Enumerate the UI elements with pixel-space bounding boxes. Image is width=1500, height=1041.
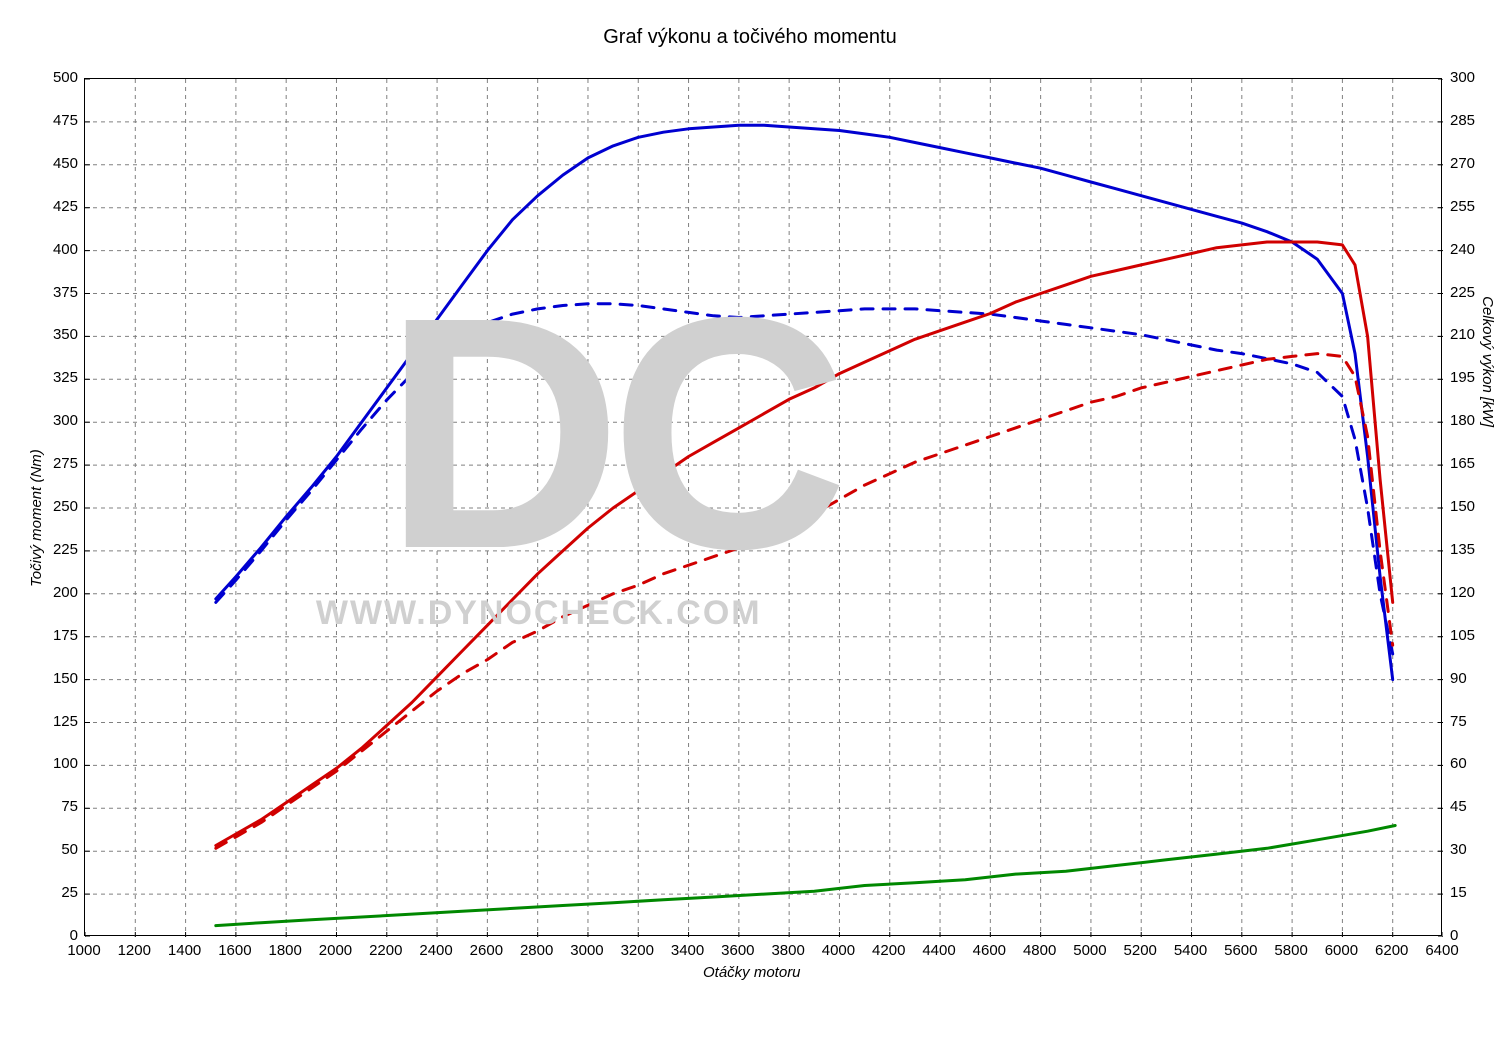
y-left-tick-label: 400	[53, 241, 78, 258]
x-tick-label: 2000	[319, 942, 352, 959]
x-tick-label: 1000	[67, 942, 100, 959]
x-tick-label: 2200	[369, 942, 402, 959]
x-tick-label: 6400	[1425, 942, 1458, 959]
x-tick-label: 1800	[268, 942, 301, 959]
y-left-tick-label: 200	[53, 584, 78, 601]
y-left-tick-label: 150	[53, 670, 78, 687]
series-torque_tuned	[216, 125, 1393, 679]
y-right-tick-label: 105	[1450, 627, 1475, 644]
y-left-tick-label: 375	[53, 284, 78, 301]
chart-container: Graf výkonu a točivého momentu DC WWW.DY…	[0, 0, 1500, 1041]
y-left-tick-label: 75	[61, 798, 78, 815]
x-tick-label: 3200	[621, 942, 654, 959]
x-tick-label: 6200	[1375, 942, 1408, 959]
y-left-tick-label: 25	[61, 884, 78, 901]
y-right-tick-label: 300	[1450, 69, 1475, 86]
x-tick-label: 5000	[1073, 942, 1106, 959]
x-tick-label: 2600	[470, 942, 503, 959]
x-tick-label: 4600	[973, 942, 1006, 959]
series-torque_stock	[216, 304, 1393, 654]
x-tick-label: 5600	[1224, 942, 1257, 959]
x-axis-label: Otáčky motoru	[703, 964, 801, 981]
x-tick-label: 3000	[570, 942, 603, 959]
x-tick-label: 2400	[419, 942, 452, 959]
y-left-tick-label: 175	[53, 627, 78, 644]
chart-title: Graf výkonu a točivého momentu	[0, 26, 1500, 49]
y-left-tick-label: 325	[53, 369, 78, 386]
series-power_tuned	[216, 242, 1393, 846]
y-right-tick-label: 210	[1450, 326, 1475, 343]
y-right-tick-label: 15	[1450, 884, 1467, 901]
y-right-tick-label: 270	[1450, 155, 1475, 172]
y-left-tick-label: 250	[53, 498, 78, 515]
y-right-tick-label: 135	[1450, 541, 1475, 558]
y-right-tick-label: 285	[1450, 112, 1475, 129]
x-tick-label: 2800	[520, 942, 553, 959]
y-right-tick-label: 180	[1450, 412, 1475, 429]
y-left-tick-label: 0	[70, 927, 78, 944]
y-right-tick-label: 225	[1450, 284, 1475, 301]
y-right-tick-label: 240	[1450, 241, 1475, 258]
x-tick-label: 5800	[1274, 942, 1307, 959]
y-right-tick-label: 30	[1450, 841, 1467, 858]
y-right-tick-label: 165	[1450, 455, 1475, 472]
x-tick-label: 1400	[168, 942, 201, 959]
y-right-tick-label: 90	[1450, 670, 1467, 687]
y-right-tick-label: 60	[1450, 755, 1467, 772]
y-right-tick-label: 75	[1450, 713, 1467, 730]
y-axis-left-label: Točivý moment (Nm)	[28, 449, 45, 587]
plot-svg	[85, 79, 1443, 937]
x-tick-label: 1600	[218, 942, 251, 959]
y-left-tick-label: 50	[61, 841, 78, 858]
x-tick-label: 6000	[1325, 942, 1358, 959]
y-left-tick-label: 225	[53, 541, 78, 558]
x-tick-label: 4400	[922, 942, 955, 959]
plot-area: DC WWW.DYNOCHECK.COM	[84, 78, 1442, 936]
x-tick-label: 3800	[771, 942, 804, 959]
y-left-tick-label: 425	[53, 198, 78, 215]
y-right-tick-label: 255	[1450, 198, 1475, 215]
y-axis-right-label: Celkový výkon [kW]	[1479, 296, 1496, 427]
y-right-tick-label: 120	[1450, 584, 1475, 601]
y-right-tick-label: 0	[1450, 927, 1458, 944]
y-left-tick-label: 300	[53, 412, 78, 429]
x-tick-label: 3600	[721, 942, 754, 959]
y-left-tick-label: 450	[53, 155, 78, 172]
y-left-tick-label: 475	[53, 112, 78, 129]
x-tick-label: 5400	[1174, 942, 1207, 959]
y-right-tick-label: 150	[1450, 498, 1475, 515]
y-left-tick-label: 100	[53, 755, 78, 772]
x-tick-label: 1200	[118, 942, 151, 959]
y-left-tick-label: 125	[53, 713, 78, 730]
x-tick-label: 4000	[822, 942, 855, 959]
series-power_stock	[216, 354, 1393, 849]
y-right-tick-label: 195	[1450, 369, 1475, 386]
x-tick-label: 4200	[872, 942, 905, 959]
x-tick-label: 4800	[1023, 942, 1056, 959]
y-left-tick-label: 500	[53, 69, 78, 86]
x-tick-label: 3400	[671, 942, 704, 959]
y-left-tick-label: 350	[53, 326, 78, 343]
x-tick-label: 5200	[1124, 942, 1157, 959]
y-right-tick-label: 45	[1450, 798, 1467, 815]
y-left-tick-label: 275	[53, 455, 78, 472]
series-losses	[216, 826, 1395, 926]
